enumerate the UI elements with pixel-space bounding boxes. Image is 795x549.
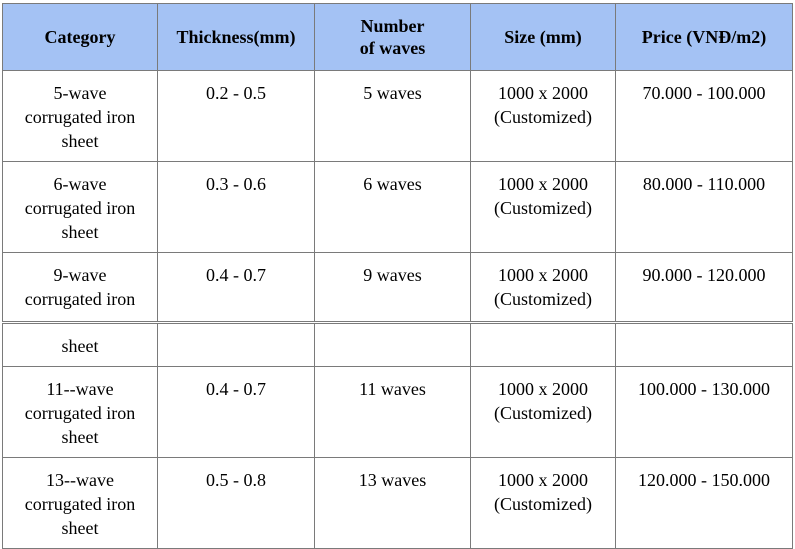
waves-cell: 9 waves: [314, 252, 471, 324]
waves-cell: 11 waves: [314, 366, 471, 458]
category-cell: 6-wave corrugated iron sheet: [2, 161, 158, 253]
table-row: 11--wave corrugated iron sheet 0.4 - 0.7…: [2, 366, 793, 458]
price-cell: [615, 322, 793, 367]
table-row: 13--wave corrugated iron sheet 0.5 - 0.8…: [2, 457, 793, 549]
category-cell: 9-wave corrugated iron: [2, 252, 158, 324]
size-cell: 1000 x 2000 (Customized): [470, 161, 616, 253]
header-size: Size (mm): [470, 3, 616, 71]
price-cell: 70.000 - 100.000: [615, 70, 793, 162]
category-cell: sheet: [2, 322, 158, 367]
table-row: 5-wave corrugated iron sheet 0.2 - 0.5 5…: [2, 70, 793, 162]
table-row: 9-wave corrugated iron 0.4 - 0.7 9 waves…: [2, 252, 793, 324]
price-cell: 90.000 - 120.000: [615, 252, 793, 324]
waves-cell: 5 waves: [314, 70, 471, 162]
table-row: sheet: [2, 322, 793, 367]
size-cell: 1000 x 2000 (Customized): [470, 252, 616, 324]
header-category: Category: [2, 3, 158, 71]
header-thickness: Thickness(mm): [157, 3, 315, 71]
size-cell: 1000 x 2000 (Customized): [470, 457, 616, 549]
thickness-cell: [157, 322, 315, 367]
category-cell: 11--wave corrugated iron sheet: [2, 366, 158, 458]
category-cell: 5-wave corrugated iron sheet: [2, 70, 158, 162]
waves-cell: [314, 322, 471, 367]
size-cell: [470, 322, 616, 367]
thickness-cell: 0.5 - 0.8: [157, 457, 315, 549]
price-cell: 80.000 - 110.000: [615, 161, 793, 253]
price-cell: 100.000 - 130.000: [615, 366, 793, 458]
category-cell: 13--wave corrugated iron sheet: [2, 457, 158, 549]
price-cell: 120.000 - 150.000: [615, 457, 793, 549]
size-cell: 1000 x 2000 (Customized): [470, 366, 616, 458]
thickness-cell: 0.2 - 0.5: [157, 70, 315, 162]
thickness-cell: 0.4 - 0.7: [157, 366, 315, 458]
header-row: Category Thickness(mm) Number of waves S…: [2, 3, 793, 71]
table-row: 6-wave corrugated iron sheet 0.3 - 0.6 6…: [2, 161, 793, 253]
size-cell: 1000 x 2000 (Customized): [470, 70, 616, 162]
price-table: Category Thickness(mm) Number of waves S…: [2, 3, 793, 549]
thickness-cell: 0.3 - 0.6: [157, 161, 315, 253]
thickness-cell: 0.4 - 0.7: [157, 252, 315, 324]
waves-cell: 6 waves: [314, 161, 471, 253]
header-number-of-waves: Number of waves: [314, 3, 471, 71]
header-price: Price (VNĐ/m2): [615, 3, 793, 71]
waves-cell: 13 waves: [314, 457, 471, 549]
